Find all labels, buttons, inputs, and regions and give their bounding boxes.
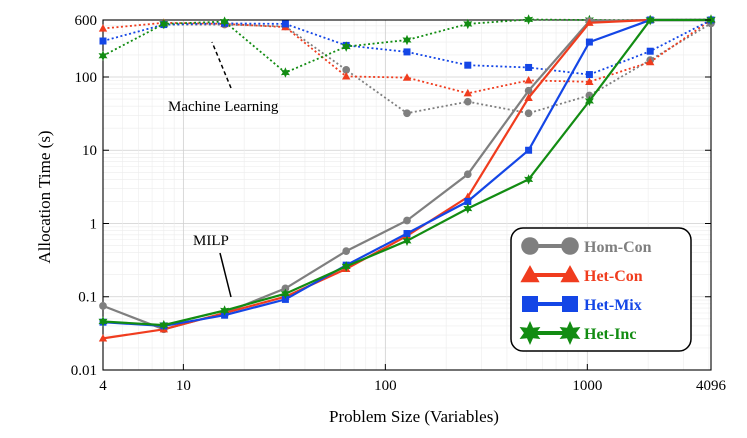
machine-learning-het-inc-point: [463, 18, 473, 30]
x-tick-label: 1000: [572, 378, 602, 394]
machine-learning-hom-con-point: [463, 97, 472, 106]
x-tick-label: 10: [176, 378, 191, 394]
machine-learning-het-con-point: [585, 77, 594, 85]
y-tick-label: 100: [75, 70, 98, 86]
milp-het-mix-point: [464, 197, 472, 205]
milp-het-inc-point: [98, 316, 108, 327]
milp-het-mix-point: [281, 295, 289, 303]
x-tick-label: 100: [374, 378, 397, 394]
milp-het-con-point: [585, 18, 594, 26]
machine-learning-het-mix-point: [646, 47, 654, 55]
legend-het-inc-label: Het-Inc: [584, 326, 636, 343]
milp-het-inc-point: [341, 261, 351, 272]
y-tick-label: 600: [75, 13, 98, 29]
machine-learning-het-con-point: [463, 88, 472, 97]
machine-learning-het-con-point: [342, 72, 351, 80]
machine-learning-het-inc-point: [280, 67, 290, 78]
machine-learning-het-inc-line: [102, 18, 712, 74]
legend-het-con-marker: [560, 265, 580, 283]
y-tick-label: 0.1: [78, 290, 97, 306]
milp-het-mix-point: [525, 146, 533, 154]
legend-het-inc-marker: [559, 321, 581, 345]
milp-hom-con-point: [524, 86, 533, 95]
legend-hom-con-marker: [521, 237, 539, 255]
machine-learning-het-con-point: [524, 76, 533, 84]
milp-het-inc-point: [159, 319, 169, 331]
ticks: 0.01 0.1 1 10 100 600 4 10 100 1000 4096: [71, 13, 727, 394]
machine-learning-het-inc-point: [402, 34, 412, 46]
legend-het-con-marker: [520, 265, 540, 283]
machine-learning-het-con-point: [98, 24, 108, 32]
milp-het-con-point: [524, 93, 533, 101]
plot-frame: [102, 19, 712, 371]
machine-learning-het-mix-point: [99, 37, 107, 45]
milp-het-inc-point: [402, 235, 412, 247]
milp-het-inc-point: [584, 95, 594, 107]
legend-het-mix-label: Het-Mix: [584, 297, 642, 314]
machine-learning-het-mix-point: [464, 61, 472, 69]
machine-learning-het-mix-point: [525, 63, 533, 71]
milp-het-con-point: [98, 334, 108, 342]
annotation-machine-learning: Machine Learning: [168, 99, 279, 115]
y-tick-label: 0.01: [71, 363, 97, 379]
machine-learning-het-mix-line: [102, 19, 712, 76]
machine-learning-het-con-point: [402, 73, 412, 81]
machine-learning-hom-con-line: [163, 22, 712, 115]
machine-learning-hom-con-point: [403, 109, 411, 118]
machine-learning-het-mix-point: [281, 20, 289, 28]
legend-box: [510, 227, 692, 352]
milp-hom-con-point: [463, 170, 472, 179]
machine-learning-hom-con-point: [524, 109, 533, 118]
milp-hom-con-point: [99, 302, 107, 310]
machine-learning-het-con-point: [646, 57, 655, 66]
annotations: Machine Learning MILP: [168, 41, 279, 298]
milp-het-inc-point: [524, 174, 534, 185]
machine-learning-het-inc-point: [341, 41, 351, 52]
legend: Hom-Con Het-Con Het-Mix Het-Inc: [510, 227, 692, 352]
legend-het-mix-marker: [522, 296, 538, 312]
milp-het-mix-point: [585, 38, 593, 46]
y-tick-label: 1: [90, 216, 98, 232]
milp-het-inc-point: [463, 203, 473, 214]
y-tick-label: 10: [82, 143, 97, 159]
milp-het-inc-point: [280, 288, 290, 299]
annotation-milp-pointer: [219, 252, 232, 298]
annotation-machine-learning-pointer: [211, 41, 232, 89]
machine-learning-het-mix-point: [585, 71, 593, 79]
machine-learning-het-inc-point: [220, 16, 230, 27]
machine-learning-het-inc-point: [524, 14, 534, 25]
machine-learning-het-inc-point: [159, 18, 169, 30]
x-axis-label: Problem Size (Variables): [329, 407, 499, 426]
annotation-milp: MILP: [193, 233, 229, 249]
milp-het-inc-point: [645, 14, 655, 26]
y-axis-label: Allocation Time (s): [35, 130, 54, 263]
machine-learning-het-inc-point: [98, 50, 108, 61]
milp-hom-con-point: [403, 216, 411, 225]
legend-het-inc-marker: [519, 321, 541, 345]
machine-learning-het-mix-point: [403, 48, 411, 56]
x-tick-label: 4: [99, 378, 107, 394]
legend-het-con-label: Het-Con: [584, 268, 643, 285]
legend-het-mix-marker: [562, 296, 578, 312]
milp-hom-con-point: [281, 284, 290, 293]
machine-learning-hom-con-point: [342, 66, 351, 74]
milp-het-inc-point: [220, 305, 230, 316]
legend-hom-con-marker: [561, 237, 579, 255]
milp-hom-con-point: [342, 247, 351, 255]
legend-hom-con-label: Hom-Con: [584, 239, 652, 256]
x-tick-label: 4096: [696, 378, 727, 394]
milp-het-mix-point: [403, 230, 411, 238]
